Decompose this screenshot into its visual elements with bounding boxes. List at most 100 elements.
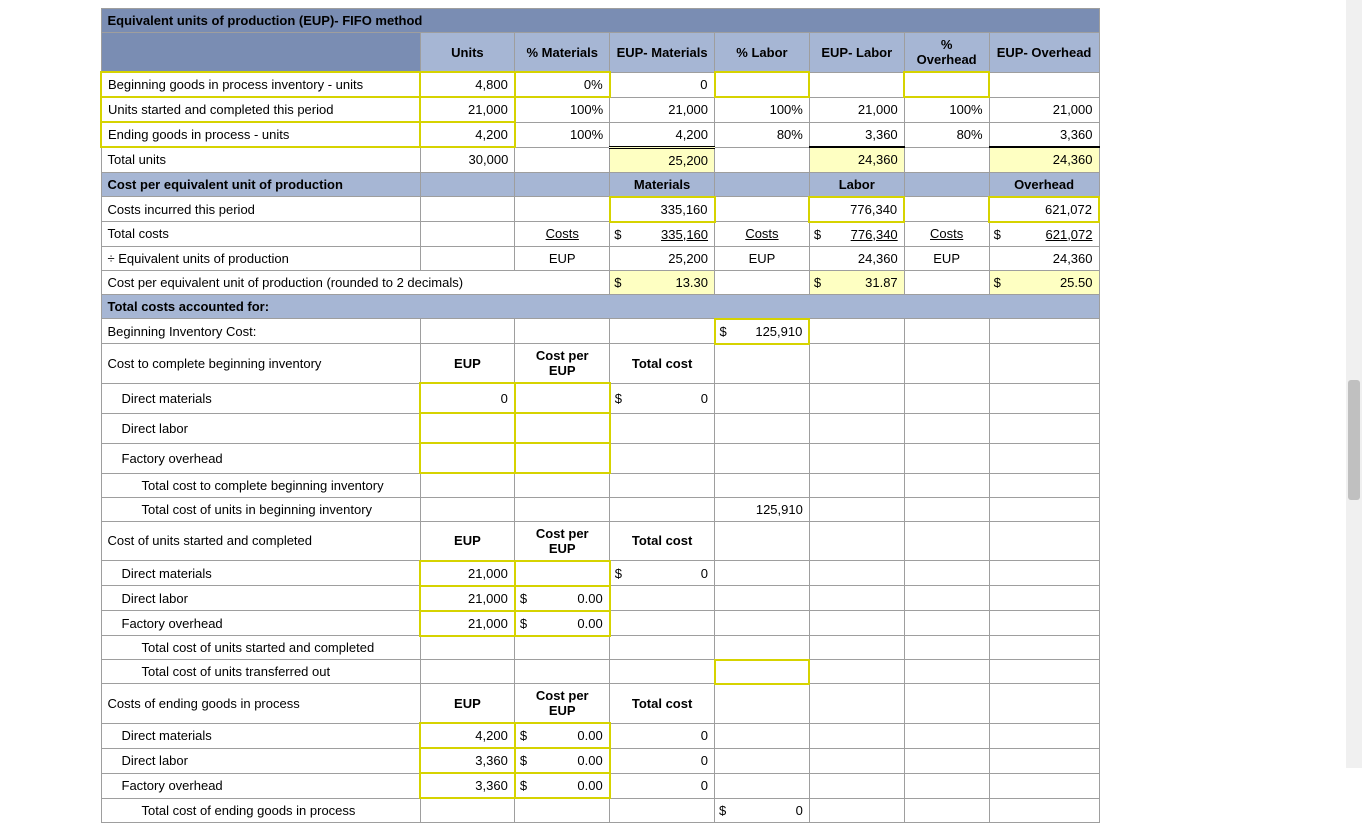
- cell-eup-label: EUP: [515, 246, 610, 270]
- cell-eup[interactable]: 0: [420, 383, 515, 413]
- cell-tc: [610, 443, 715, 473]
- cell-cpe[interactable]: [515, 413, 610, 443]
- cell-beg-inv-cost[interactable]: $125,910: [715, 319, 810, 344]
- cell-total: 125,910: [715, 497, 810, 521]
- table-row[interactable]: Cost per equivalent unit of production (…: [101, 270, 1099, 294]
- row-label: Costs incurred this period: [101, 197, 420, 222]
- cell-eup[interactable]: 21,000: [420, 561, 515, 586]
- header-pct-overhead: % Overhead: [904, 33, 989, 73]
- table-row[interactable]: Direct labor: [101, 413, 1099, 443]
- cell-pct-mat: 100%: [515, 122, 610, 147]
- cell-blank: [715, 521, 810, 561]
- cell-blank: [904, 723, 989, 748]
- cell-blank: [420, 660, 515, 684]
- cell-blank: [715, 413, 810, 443]
- cell-blank: [904, 521, 989, 561]
- cell-cpe[interactable]: $0.00: [515, 723, 610, 748]
- cell-eup-mat: 4,200: [610, 122, 715, 147]
- cell-lab: $776,340: [809, 222, 904, 247]
- section-header: Total costs accounted for:: [101, 294, 1099, 319]
- cell-blank: [989, 473, 1099, 497]
- cell-lab: $31.87: [809, 270, 904, 294]
- cell-blank: [715, 561, 810, 586]
- cell-units[interactable]: 21,000: [420, 97, 515, 122]
- table-row[interactable]: Direct materials 4,200 $0.00 0: [101, 723, 1099, 748]
- cell-cpe[interactable]: $0.00: [515, 748, 610, 773]
- table-row[interactable]: Total costs Costs $335,160 Costs $776,34…: [101, 222, 1099, 247]
- table-row[interactable]: Direct materials 21,000 $0: [101, 561, 1099, 586]
- cell-blank: [904, 684, 989, 724]
- cell-eup-oh: 3,360: [989, 122, 1099, 147]
- table-row[interactable]: ÷ Equivalent units of production EUP 25,…: [101, 246, 1099, 270]
- cell-cpe[interactable]: [515, 383, 610, 413]
- table-row[interactable]: Direct labor 21,000 $0.00: [101, 586, 1099, 611]
- cell-blank: [989, 636, 1099, 660]
- cell-cpe[interactable]: [515, 443, 610, 473]
- cell-blank: [989, 660, 1099, 684]
- table-row[interactable]: Beginning Inventory Cost: $125,910: [101, 319, 1099, 344]
- cell-blank: [989, 748, 1099, 773]
- cell-eup[interactable]: 21,000: [420, 611, 515, 636]
- cell-eup[interactable]: 3,360: [420, 748, 515, 773]
- cell-blank: [904, 270, 989, 294]
- cell-cpe[interactable]: [515, 561, 610, 586]
- cell-blank: [809, 497, 904, 521]
- table-row[interactable]: Costs incurred this period 335,160 776,3…: [101, 197, 1099, 222]
- cell-blank: [989, 413, 1099, 443]
- scrollbar-thumb[interactable]: [1348, 380, 1360, 500]
- cell-eup[interactable]: [420, 413, 515, 443]
- cell-blank: [989, 684, 1099, 724]
- spreadsheet-region: Equivalent units of production (EUP)- FI…: [0, 0, 1366, 823]
- table-row[interactable]: Direct labor 3,360 $0.00 0: [101, 748, 1099, 773]
- cell-blank: [904, 473, 989, 497]
- cell-tc: [610, 413, 715, 443]
- cell-blank: [904, 748, 989, 773]
- cell-pct-lab[interactable]: [715, 72, 810, 97]
- cell-blank: [904, 561, 989, 586]
- cell-eup[interactable]: 21,000: [420, 586, 515, 611]
- cell-pct-mat[interactable]: 0%: [515, 72, 610, 97]
- row-label: Total cost of units transferred out: [101, 660, 420, 684]
- cell-cpe[interactable]: $0.00: [515, 611, 610, 636]
- cell-pct-oh[interactable]: [904, 72, 989, 97]
- cell-eup[interactable]: 3,360: [420, 773, 515, 798]
- table-row[interactable]: Factory overhead 3,360 $0.00 0: [101, 773, 1099, 798]
- table-row[interactable]: Direct materials 0 $0: [101, 383, 1099, 413]
- cell-mat[interactable]: 335,160: [610, 197, 715, 222]
- cell-blank: [809, 773, 904, 798]
- cell-cpe[interactable]: $0.00: [515, 586, 610, 611]
- cell-eup[interactable]: 4,200: [420, 723, 515, 748]
- cell-tc: 0: [610, 723, 715, 748]
- header-blank: [715, 172, 810, 197]
- cell-total[interactable]: [715, 660, 810, 684]
- cell-blank: [904, 413, 989, 443]
- cell-blank: [809, 473, 904, 497]
- row-label: Total cost of units in beginning invento…: [101, 497, 420, 521]
- cell-oh: 24,360: [989, 246, 1099, 270]
- cell-mat: 25,200: [610, 246, 715, 270]
- cell-cpe[interactable]: $0.00: [515, 773, 610, 798]
- cell-blank: [809, 636, 904, 660]
- cell-blank: [989, 497, 1099, 521]
- cell-units[interactable]: 4,800: [420, 72, 515, 97]
- cell-lab[interactable]: 776,340: [809, 197, 904, 222]
- table-row[interactable]: Total units 30,000 25,200 24,360 24,360: [101, 147, 1099, 172]
- row-label: Direct materials: [101, 561, 420, 586]
- row-label: Direct labor: [101, 413, 420, 443]
- cell-eup[interactable]: [420, 443, 515, 473]
- vertical-scrollbar[interactable]: [1346, 0, 1362, 768]
- cell-lab: 24,360: [809, 246, 904, 270]
- eup-table: Equivalent units of production (EUP)- FI…: [100, 8, 1100, 823]
- cell-tc: 0: [610, 773, 715, 798]
- table-row[interactable]: Factory overhead: [101, 443, 1099, 473]
- table-row[interactable]: Beginning goods in process inventory - u…: [101, 72, 1099, 97]
- table-row[interactable]: Ending goods in process - units 4,200 10…: [101, 122, 1099, 147]
- cell-units[interactable]: 4,200: [420, 122, 515, 147]
- cell-blank: [715, 723, 810, 748]
- table-row: Cost to complete beginning inventory EUP…: [101, 344, 1099, 384]
- table-row[interactable]: Units started and completed this period …: [101, 97, 1099, 122]
- cell-oh[interactable]: 621,072: [989, 197, 1099, 222]
- header-units: Units: [420, 33, 515, 73]
- cell-tc: $0: [610, 561, 715, 586]
- table-row[interactable]: Factory overhead 21,000 $0.00: [101, 611, 1099, 636]
